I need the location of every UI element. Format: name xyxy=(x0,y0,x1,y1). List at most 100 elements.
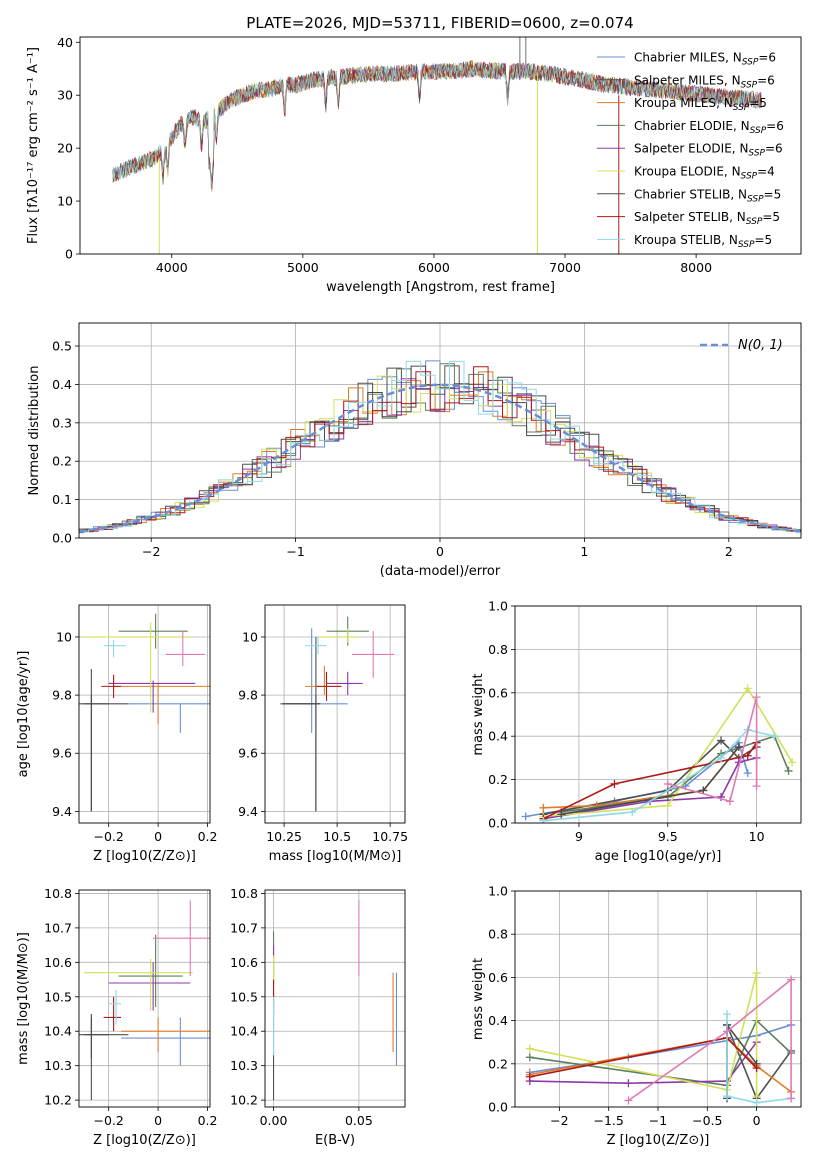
x-tick-label: −0.2 xyxy=(93,829,123,844)
y-tick-label: 0.5 xyxy=(52,339,72,354)
data-point-marker xyxy=(717,736,726,745)
x-tick-label: 0 xyxy=(436,544,444,559)
y-tick-label: 9.6 xyxy=(52,746,72,761)
data-point-marker xyxy=(734,743,743,752)
y-tick-label: 0.2 xyxy=(488,772,508,787)
x-tick-label: 0 xyxy=(753,1113,761,1128)
legend-sub-prefix: N xyxy=(729,233,738,247)
legend-subscript: SSP xyxy=(742,58,759,68)
y-tick-label: 0.0 xyxy=(488,1100,508,1115)
residuals-plot-area xyxy=(79,360,801,534)
data-point-marker xyxy=(521,812,530,821)
y-tick-label: 0.3 xyxy=(52,415,72,430)
age_vs_mass-x-axis-label: mass [log10(M/M⊙)] xyxy=(269,849,402,864)
mass_vs_ebv-grid xyxy=(265,890,405,1107)
legend-subscript: SSP xyxy=(747,194,764,204)
legend-name: Kroupa MILES xyxy=(634,96,716,110)
mass_weight_vs_Z-panel: −2 −1.5 −1 −0.5 0 0.0 0.2 0.4 0.6 0.8 1.0 Z [log10(… xyxy=(471,884,802,1148)
spectrum-series-line xyxy=(112,61,762,189)
age_vs_Z-y-axis-label: age [log10(age/yr)] xyxy=(16,651,31,778)
data-point-marker xyxy=(752,969,761,978)
legend-suffix: =5 xyxy=(762,210,780,224)
legend-entry: Chabrier ELODIE, NSSP=6 xyxy=(634,119,784,136)
x-tick-label: 10.25 xyxy=(266,829,302,844)
data-point-marker xyxy=(624,1079,633,1088)
y-tick-label: 0.2 xyxy=(52,454,72,469)
y-tick-label: 10.6 xyxy=(230,955,258,970)
y-tick-label: 0.6 xyxy=(488,685,508,700)
residuals-x-axis-label: (data-model)/error xyxy=(380,564,501,579)
y-tick-label: 0.0 xyxy=(52,531,72,546)
y-tick-label: 10.6 xyxy=(44,955,72,970)
series-line xyxy=(726,1014,792,1104)
y-tick-label: 10.4 xyxy=(44,1024,72,1039)
mass_vs_ebv-frame xyxy=(264,889,406,1108)
data-point-marker xyxy=(663,801,672,810)
data-point-marker xyxy=(539,816,548,823)
y-tick-label: 40 xyxy=(57,35,73,50)
mass_weight_vs_age-y-axis-label: mass weight xyxy=(471,673,486,755)
data-point-marker xyxy=(628,808,637,817)
legend-subscript: SSP xyxy=(741,80,758,90)
data-point-marker xyxy=(539,803,548,812)
legend-suffix: =6 xyxy=(758,51,776,65)
data-point-marker xyxy=(743,751,752,760)
data-point-marker xyxy=(787,1094,796,1103)
x-tick-label: 0.2 xyxy=(198,829,218,844)
legend-entry: Kroupa ELODIE, NSSP=4 xyxy=(634,165,775,182)
legend-name: Salpeter ELODIE xyxy=(634,142,732,156)
legend-entry: Chabrier STELIB, NSSP=5 xyxy=(634,187,781,204)
legend-name: Chabrier MILES xyxy=(634,51,725,65)
age_vs_mass-panel: 10.25 10.5 10.75 9.4 9.6 9.8 10 mass [log10(M/M… xyxy=(238,604,408,864)
y-tick-label: 10 xyxy=(57,194,73,209)
y-tick-label: 0.8 xyxy=(488,642,508,657)
mass_vs_Z-x-axis-label: Z [log10(Z/Z⊙)] xyxy=(93,1133,196,1148)
x-tick-label: 7000 xyxy=(549,260,581,275)
mass_vs_Z-frame xyxy=(78,889,211,1108)
series-line xyxy=(529,1041,758,1085)
legend-sub-prefix: N xyxy=(724,96,733,110)
data-point-marker xyxy=(723,1027,732,1036)
y-tick-label: 0.2 xyxy=(488,1056,508,1071)
spectrum-panel: 4000 5000 6000 7000 8000 0 10 20 30 40 wavelength … xyxy=(26,35,802,295)
data-point-marker xyxy=(525,1072,534,1081)
x-tick-label: 4000 xyxy=(156,260,188,275)
data-point-marker xyxy=(743,684,752,693)
age_vs_Z-plot-area xyxy=(79,613,210,812)
y-tick-label: 10 xyxy=(56,629,72,644)
data-point-marker xyxy=(525,1044,534,1053)
legend-sub-prefix: N xyxy=(732,165,741,179)
legend-entry: Salpeter ELODIE, NSSP=6 xyxy=(634,142,783,159)
data-point-marker xyxy=(743,769,752,778)
legend-suffix: =6 xyxy=(757,73,775,87)
x-tick-label: 0.2 xyxy=(198,1113,218,1128)
y-tick-label: 9.8 xyxy=(52,688,72,703)
mass_vs_Z-panel: −0.2 0 0.2 10.2 10.3 10.4 10.5 10.6 10.7 10.8 Z [l… xyxy=(16,886,218,1148)
legend-sub-prefix: N xyxy=(741,119,750,133)
legend-name: Chabrier STELIB xyxy=(634,187,730,201)
y-tick-label: 1.0 xyxy=(488,884,508,899)
legend-entry: Salpeter STELIB, NSSP=5 xyxy=(634,210,780,227)
y-tick-label: 0.4 xyxy=(488,729,508,744)
y-tick-label: 20 xyxy=(57,141,73,156)
legend-name: Kroupa STELIB xyxy=(634,233,721,247)
x-tick-label: 10.5 xyxy=(323,829,351,844)
mass_vs_ebv-plot-area xyxy=(272,900,398,1101)
x-tick-label: 1 xyxy=(580,544,588,559)
y-tick-label: 10 xyxy=(242,629,258,644)
age_vs_Z-panel: −0.2 0 0.2 9.4 9.6 9.8 10 Z [log10(Z/Z⊙)] age [l… xyxy=(16,604,218,864)
mass_vs_Z-y-axis-label: mass [log10(M/M⊙)] xyxy=(16,932,31,1065)
figure-title: PLATE=2026, MJD=53711, FIBERID=0600, z=0… xyxy=(246,14,633,32)
x-tick-label: 5000 xyxy=(287,260,319,275)
y-tick-label: 10.3 xyxy=(230,1058,258,1073)
legend-suffix: =6 xyxy=(765,142,783,156)
age_vs_mass-grid xyxy=(265,605,405,823)
x-tick-label: 10 xyxy=(749,829,765,844)
data-point-marker xyxy=(525,1053,534,1062)
legend-entry: Kroupa MILES, NSSP=5 xyxy=(634,96,767,113)
mass_vs_ebv-panel: 0.00 0.05 10.2 10.3 10.4 10.5 10.6 10.7 10.8 E(B-… xyxy=(230,886,406,1148)
histogram-series xyxy=(79,365,801,533)
data-point-marker xyxy=(663,779,672,788)
y-tick-label: 9.6 xyxy=(238,746,258,761)
